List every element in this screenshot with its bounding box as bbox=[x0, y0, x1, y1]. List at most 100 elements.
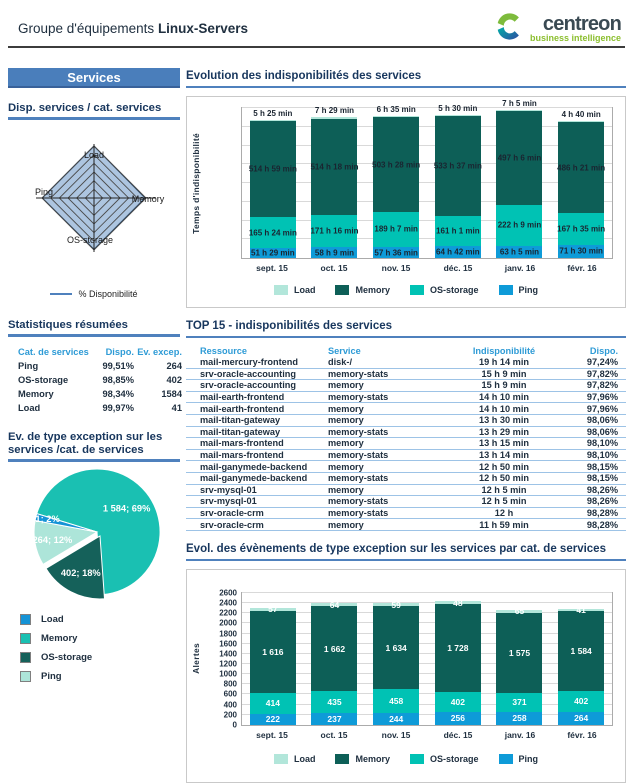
bar-segment-label: 222 bbox=[265, 714, 280, 725]
memory-bar-segment bbox=[558, 121, 605, 214]
top15-row: mail-mars-frontend memory-stats 13 h 14 mi… bbox=[186, 450, 626, 462]
bar-segment-label: 237 bbox=[327, 713, 342, 724]
os-storage-bar-segment bbox=[249, 217, 296, 249]
top15-row: srv-oracle-crm memory-stats 12 h 98,28% bbox=[186, 508, 626, 520]
logo-text-block: centreon business intelligence bbox=[530, 13, 622, 43]
legend-label: OS-storage bbox=[430, 285, 479, 295]
legend-item: Ping bbox=[498, 753, 538, 764]
top15-cell: memory-stats bbox=[328, 392, 389, 403]
gridline bbox=[242, 673, 612, 675]
stats-cell: Ping bbox=[18, 361, 39, 371]
gridline bbox=[242, 107, 612, 108]
events-stacked-bar-chart: Alertes 0 200 400 600 800 1000 1200 1400 1600 180… bbox=[186, 568, 626, 783]
events-chart-title: Evol. des évènements de type exception s… bbox=[186, 543, 626, 561]
logo-name: centreon bbox=[542, 13, 622, 35]
bar-segment-label: 71 h 30 min bbox=[559, 246, 603, 256]
os-storage-bar-segment bbox=[373, 689, 420, 713]
top15-cell: mail-earth-frontend bbox=[200, 392, 285, 403]
os-storage-pie-slice: 402; 18% bbox=[45, 535, 106, 600]
top15-row: mail-earth-frontend memory 14 h 10 min 97,9… bbox=[186, 403, 626, 415]
y-tick-label: 0 bbox=[232, 720, 237, 730]
top15-cell: mail-mars-frontend bbox=[200, 450, 284, 461]
top15-cell: 98,15% bbox=[586, 473, 618, 484]
pie-legend-label: Memory bbox=[41, 633, 78, 644]
y-tick-label: 1600 bbox=[219, 639, 237, 649]
top15-cell: memory bbox=[328, 438, 364, 449]
top15-row: mail-mercury-frontend disk-/ 19 h 14 min 97… bbox=[186, 357, 626, 369]
bar-segment-label: 435 bbox=[327, 696, 342, 707]
legend-label: Ping bbox=[518, 285, 539, 295]
load-bar-segment bbox=[249, 119, 296, 121]
ping-legend-swatch bbox=[498, 285, 513, 295]
x-tick-label: sept. 15 bbox=[256, 263, 288, 273]
bar-segment-label: 514 h 59 min bbox=[248, 164, 297, 174]
load-bar-segment bbox=[249, 607, 296, 611]
ping-bar-segment bbox=[373, 247, 420, 258]
top15-cell: 97,82% bbox=[586, 368, 618, 379]
top15-cell: memory bbox=[328, 403, 364, 414]
bar-segment-label: 5 h 25 min bbox=[253, 108, 293, 118]
bar-column: 244 458 1 634 59 bbox=[365, 593, 427, 725]
top15-header-cell: Ressource bbox=[200, 345, 247, 356]
top15-row: mail-titan-gateway memory 13 h 30 min 98,06… bbox=[186, 415, 626, 427]
load-legend-swatch bbox=[20, 614, 31, 625]
top15-cell: srv-oracle-accounting bbox=[200, 368, 296, 379]
x-tick-label: janv. 16 bbox=[504, 729, 536, 740]
memory-bar-segment bbox=[496, 111, 543, 205]
y-tick-label: 1200 bbox=[219, 659, 237, 669]
legend-item: Load bbox=[273, 753, 315, 764]
bar-segment-label: 264 bbox=[574, 713, 589, 724]
legend-item: OS-storage bbox=[410, 285, 479, 295]
top15-cell: 12 h bbox=[494, 508, 514, 519]
bar-segment-label: 1 634 bbox=[385, 642, 407, 653]
stats-cell: 99,51% bbox=[102, 361, 134, 371]
load-bar-segment bbox=[311, 603, 358, 607]
load-legend-swatch bbox=[273, 753, 288, 764]
availability-chart-title: Evolution des indisponibilités des servi… bbox=[186, 70, 626, 88]
memory-legend-swatch bbox=[335, 753, 350, 764]
pie-legend-label: OS-storage bbox=[41, 652, 93, 663]
y-tick-label: 2600 bbox=[219, 588, 237, 598]
bar-segment-label: 7 h 29 min bbox=[314, 106, 355, 116]
bar-segment-label: 5 h 30 min bbox=[438, 103, 478, 113]
load-bar-segment bbox=[496, 609, 543, 614]
top15-cell: mail-titan-gateway bbox=[200, 426, 281, 437]
x-tick-label: déc. 15 bbox=[443, 729, 473, 740]
legend-label: Memory bbox=[355, 285, 390, 295]
top15-cell: 13 h 14 min bbox=[478, 450, 530, 461]
top15-cell: memory-stats bbox=[328, 473, 389, 484]
top15-cell: 98,06% bbox=[586, 426, 618, 437]
stats-cell: 98,34% bbox=[102, 389, 134, 399]
x-tick-label: oct. 15 bbox=[320, 263, 348, 273]
stats-cell: 41 bbox=[171, 403, 182, 413]
chart-legend: Load Memory OS-storage Ping bbox=[187, 753, 625, 764]
top15-cell: srv-oracle-crm bbox=[200, 519, 264, 530]
bar-column: 71 h 30 min 167 h 35 min 486 h 21 min 4 h 4… bbox=[550, 108, 612, 258]
top15-cell: memory bbox=[328, 380, 364, 391]
top15-table: Ressource Service Indisponibilité Dispo. mai… bbox=[186, 344, 626, 531]
top15-cell: 97,96% bbox=[586, 403, 618, 414]
load-bar-segment bbox=[496, 109, 543, 112]
stats-cell: Memory bbox=[18, 389, 54, 399]
memory-legend-swatch bbox=[335, 285, 350, 295]
top15-section-title: TOP 15 - indisponibilités des services bbox=[186, 320, 626, 338]
bar-segment-label: 222 h 9 min bbox=[497, 220, 542, 230]
y-axis-title: Temps d'indisponibilité bbox=[191, 132, 201, 234]
chart-legend: Load Memory OS-storage Ping bbox=[187, 285, 625, 295]
top15-row: mail-earth-frontend memory-stats 14 h 10 m… bbox=[186, 392, 626, 404]
memory-bar-segment bbox=[249, 120, 296, 218]
pie-slice-label: 264; 12% bbox=[32, 535, 73, 545]
top15-cell: disk-/ bbox=[328, 357, 352, 368]
stats-section-title: Statistiques résumées bbox=[8, 319, 180, 337]
os-storage-bar-segment bbox=[496, 204, 543, 247]
bar-column: 64 h 42 min 161 h 1 min 533 h 37 min 5 h 30… bbox=[427, 104, 489, 258]
load-bar-segment bbox=[558, 608, 605, 611]
ping-bar-segment bbox=[249, 713, 296, 725]
radar-legend-line-icon bbox=[50, 293, 73, 295]
stats-header-row: Cat. de services Dispo. Ev. excep. bbox=[18, 345, 182, 359]
top15-cell: 13 h 30 min bbox=[478, 415, 530, 426]
top15-row: srv-oracle-accounting memory-stats 15 h 9 … bbox=[186, 369, 626, 381]
bar-segment-label: 6 h 35 min bbox=[376, 105, 416, 115]
y-tick-label: 200 bbox=[223, 710, 237, 720]
top15-row: mail-titan-gateway memory-stats 13 h 29 mi… bbox=[186, 427, 626, 439]
